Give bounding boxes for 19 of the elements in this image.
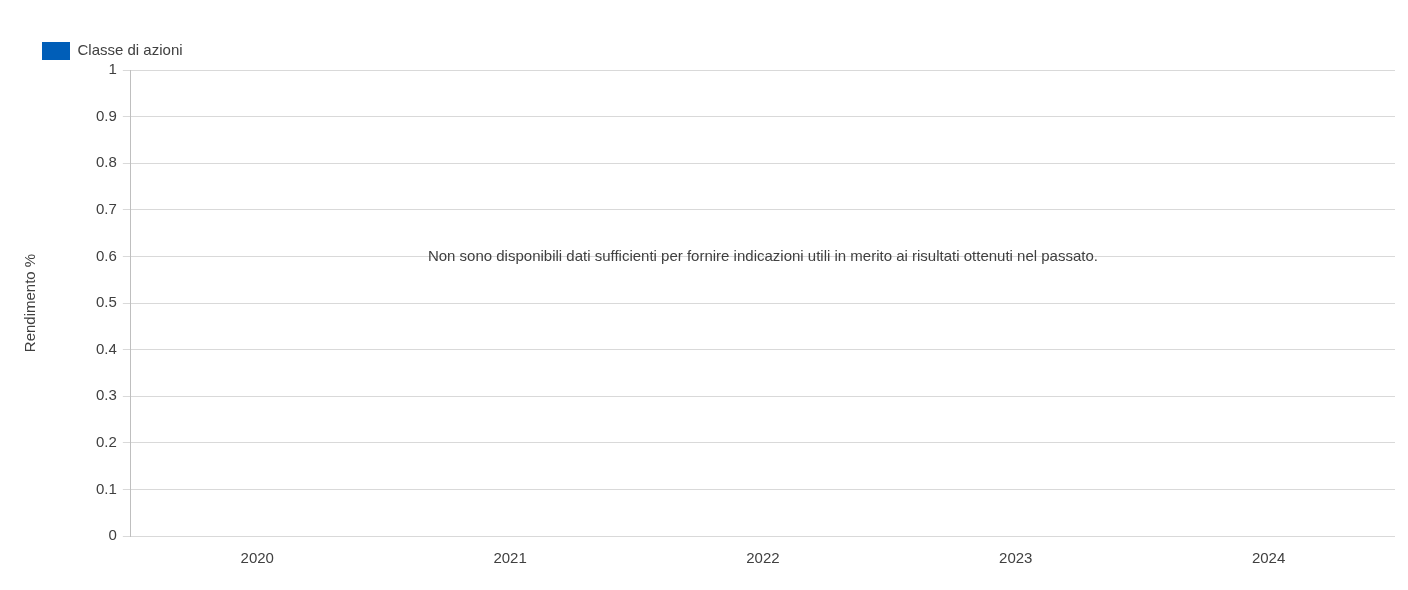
legend-label: Classe di azioni	[77, 41, 183, 59]
x-tick-label: 2023	[999, 549, 1033, 567]
y-tick-label: 0.2	[95, 432, 117, 450]
y-tick-label: 1	[108, 60, 117, 78]
x-tick-label: 2024	[1251, 549, 1286, 567]
y-tick-label: 0.8	[95, 153, 117, 171]
x-tick-label: 2021	[493, 549, 527, 567]
y-tick-label: 0.7	[95, 199, 117, 217]
x-tick-label: 2022	[746, 549, 780, 567]
y-axis-title: Rendimento %	[21, 253, 39, 353]
x-tick-label: 2020	[240, 549, 274, 567]
y-tick-label: 0.4	[95, 339, 117, 357]
y-tick-label: 0.5	[95, 293, 117, 311]
annotation: Non sono disponibili dati sufficienti per fornire indicazioni utili in merito ai risultati ottenuti nel passato.	[427, 246, 1098, 264]
y-tick-label: 0.6	[95, 246, 117, 264]
y-tick-label: 0.3	[95, 386, 117, 404]
y-tick-label: 0	[108, 526, 117, 544]
y-tick-label: 0.9	[95, 106, 117, 124]
y-tick-label: 0.1	[95, 479, 117, 497]
